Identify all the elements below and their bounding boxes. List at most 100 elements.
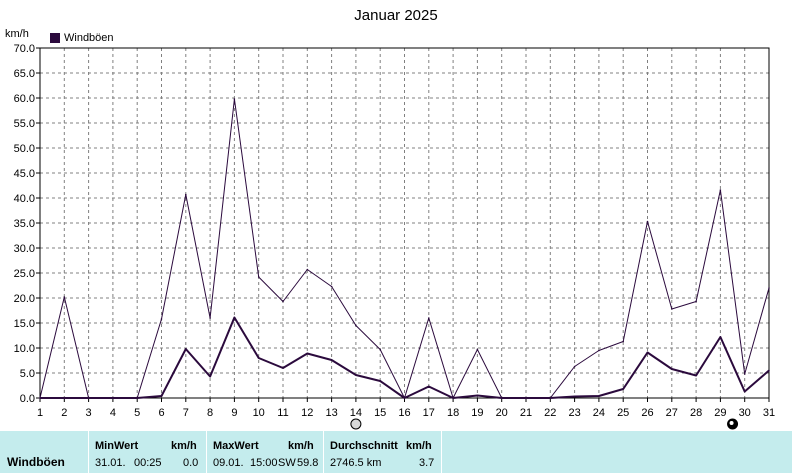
data-point (719, 189, 722, 191)
y-tick-label: 30.0 (14, 243, 35, 255)
x-tick-label: 9 (231, 407, 237, 419)
x-tick-label: 15 (374, 407, 386, 419)
min-unit: km/h (171, 440, 197, 452)
x-tick-label: 14 (350, 407, 362, 419)
data-point (598, 395, 600, 397)
x-tick-label: 31 (763, 407, 775, 419)
y-tick-label: 60.0 (14, 93, 35, 105)
x-tick-label: 21 (520, 407, 532, 419)
x-tick-label: 30 (739, 407, 751, 419)
data-point (695, 300, 697, 303)
new-moon-highlight (729, 421, 734, 425)
data-point (63, 296, 66, 298)
y-tick-label: 50.0 (14, 143, 35, 155)
x-tick-label: 24 (593, 407, 605, 419)
legend: Windböen (50, 32, 114, 44)
x-tick-label: 5 (134, 407, 140, 419)
data-point (743, 390, 746, 393)
x-tick-label: 12 (301, 407, 313, 419)
min-header: MinWert (95, 440, 139, 452)
x-tick-label: 25 (617, 407, 629, 419)
data-point (598, 349, 600, 352)
legend-swatch (50, 33, 60, 43)
avg-distance: 2746.5 km (330, 457, 382, 469)
data-point (476, 348, 479, 351)
data-point (573, 365, 576, 368)
data-point (452, 397, 454, 399)
avg-value: 3.7 (419, 457, 435, 469)
min-cell: MinWert km/h 31.01. 00:25 0.0 (88, 431, 206, 473)
max-cell: MaxWert km/h 09.01. 15:00 SW 59.8 (206, 431, 323, 473)
data-point (39, 397, 41, 399)
chart-title: Januar 2025 (354, 7, 438, 24)
y-tick-label: 20.0 (14, 293, 35, 305)
grid (40, 48, 769, 398)
max-direction: SW (278, 457, 296, 469)
series-lines (39, 98, 770, 399)
data-point (330, 285, 333, 288)
y-axis-unit: km/h (5, 28, 29, 40)
data-point (282, 367, 284, 369)
x-tick-label: 10 (253, 407, 265, 419)
data-point (233, 98, 236, 100)
data-point (355, 324, 357, 327)
x-tick-label: 17 (423, 407, 435, 419)
stats-row-name: Windböen (7, 455, 65, 469)
x-tick-label: 28 (690, 407, 702, 419)
x-tick-label: 19 (471, 407, 483, 419)
min-time: 00:25 (134, 457, 162, 469)
line-chart: 0.0 5.0 10.0 15.0 20.0 25.0 30.0 35.0 40.0 45.0 50… (14, 43, 775, 430)
x-tick-label: 16 (398, 407, 410, 419)
data-point (306, 268, 309, 271)
x-tick-label: 8 (207, 407, 213, 419)
data-point (573, 395, 576, 398)
stats-row-label: Windböen (0, 431, 88, 473)
data-point (209, 317, 211, 319)
x-tick-label: 11 (277, 407, 288, 419)
x-tick-label: 3 (86, 407, 92, 419)
x-tick-label: 27 (666, 407, 678, 419)
y-tick-label: 25.0 (14, 268, 35, 280)
moon-phase-icons (350, 418, 739, 430)
y-tick-label: 70.0 (14, 43, 35, 55)
data-point (768, 287, 770, 289)
max-header: MaxWert (213, 440, 259, 452)
data-point (355, 374, 357, 376)
x-tick-label: 22 (544, 407, 556, 419)
x-tick-label: 18 (447, 407, 459, 419)
data-point (525, 397, 527, 399)
full-moon-icon (350, 418, 362, 430)
data-point (379, 380, 382, 382)
min-date: 31.01. (95, 457, 126, 469)
data-point (160, 395, 163, 397)
data-point (112, 397, 114, 399)
y-tick-label: 65.0 (14, 68, 35, 80)
data-point (209, 375, 211, 378)
x-tick-label: 4 (110, 407, 116, 419)
y-tick-label: 55.0 (14, 118, 35, 130)
y-tick-label: 15.0 (14, 318, 35, 330)
data-point (476, 394, 479, 397)
data-point (185, 193, 187, 196)
data-point (719, 336, 722, 338)
avg-cell: Durchschnitt km/h 2746.5 km 3.7 (323, 431, 442, 473)
max-value: 59.8 (297, 457, 319, 469)
y-tick-label: 10.0 (14, 343, 35, 355)
data-point (768, 369, 770, 372)
x-tick-label: 29 (714, 407, 726, 419)
data-point (549, 397, 552, 399)
data-point (233, 316, 236, 319)
data-point (646, 351, 649, 354)
data-point (257, 357, 260, 359)
x-tick-label: 20 (496, 407, 508, 419)
avg-header: Durchschnitt (330, 440, 398, 452)
stats-table: Windböen MinWert km/h 31.01. 00:25 0.0 M… (0, 431, 792, 473)
x-tick-label: 13 (325, 407, 337, 419)
data-point (671, 308, 673, 310)
data-point (87, 397, 90, 399)
y-tick-label: 5.0 (20, 368, 35, 380)
data-point (622, 340, 624, 343)
max-date: 09.01. (213, 457, 244, 469)
y-axis: 0.0 5.0 10.0 15.0 20.0 25.0 30.0 35.0 40.0 45.0 50… (14, 43, 40, 405)
data-point (646, 220, 649, 223)
